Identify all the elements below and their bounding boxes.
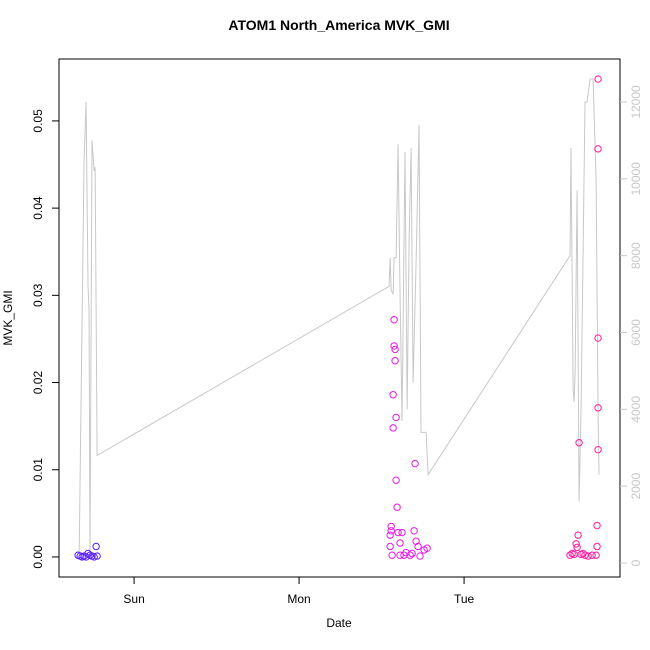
- y2-tick-label: 4000: [629, 396, 643, 423]
- y2-tick-label: 2000: [629, 473, 643, 500]
- data-point: [389, 391, 397, 399]
- data-point: [592, 551, 600, 559]
- x-tick-label: Mon: [287, 592, 310, 606]
- y2-tick-label: 6000: [629, 319, 643, 346]
- data-point: [588, 551, 596, 559]
- x-axis-label: Date: [326, 616, 352, 630]
- data-point: [593, 521, 601, 530]
- data-point: [398, 528, 406, 537]
- data-point: [406, 551, 414, 559]
- y2-tick-label: 0: [629, 559, 643, 566]
- data-point: [92, 542, 100, 551]
- chart-title: ATOM1 North_America MVK_GMI: [228, 17, 449, 33]
- data-point: [573, 543, 581, 552]
- data-point: [393, 503, 401, 511]
- data-point: [396, 551, 404, 559]
- data-point: [391, 357, 399, 365]
- data-point: [581, 551, 589, 559]
- data-point: [414, 542, 422, 551]
- data-point: [570, 550, 578, 559]
- data-point: [390, 342, 398, 350]
- data-point: [396, 539, 404, 547]
- data-point: [594, 404, 602, 412]
- data-point: [566, 551, 574, 559]
- y-tick-label: 0.05: [31, 109, 45, 133]
- data-point: [390, 316, 398, 324]
- data-point: [594, 445, 602, 454]
- data-point: [594, 75, 602, 83]
- data-point: [594, 145, 602, 153]
- data-point: [386, 531, 394, 539]
- y-axis-label: MVK_GMI: [1, 290, 15, 345]
- data-point: [386, 542, 394, 551]
- data-point: [84, 549, 92, 558]
- data-point: [392, 413, 400, 422]
- data-point: [575, 439, 583, 447]
- data-point: [410, 527, 418, 535]
- y2-tick-label: 12000: [629, 85, 643, 119]
- y-tick-label: 0.02: [31, 371, 45, 395]
- data-point: [412, 537, 420, 545]
- y2-tick-label: 8000: [629, 242, 643, 269]
- data-point: [408, 549, 416, 558]
- data-point: [391, 345, 399, 354]
- data-point: [584, 552, 592, 560]
- data-point: [416, 552, 424, 560]
- y-tick-label: 0.04: [31, 196, 45, 220]
- data-point: [387, 527, 395, 535]
- data-point: [593, 542, 601, 551]
- data-point: [387, 522, 395, 531]
- data-point: [90, 553, 98, 561]
- data-point: [389, 424, 397, 432]
- x-tick-label: Tue: [454, 592, 475, 606]
- data-point: [388, 551, 396, 559]
- y-tick-label: 0.00: [31, 545, 45, 569]
- data-point: [574, 531, 582, 539]
- y-tick-label: 0.01: [31, 458, 45, 482]
- data-point: [423, 544, 431, 552]
- x-tick-label: Sun: [123, 592, 144, 606]
- data-point: [411, 459, 419, 468]
- y2-tick-label: 10000: [629, 162, 643, 196]
- plot-frame: [58, 58, 621, 578]
- data-point: [394, 528, 402, 537]
- data-point: [572, 540, 580, 548]
- data-point: [594, 334, 602, 342]
- data-point: [392, 476, 400, 484]
- data-point: [93, 552, 101, 560]
- y-tick-label: 0.03: [31, 283, 45, 307]
